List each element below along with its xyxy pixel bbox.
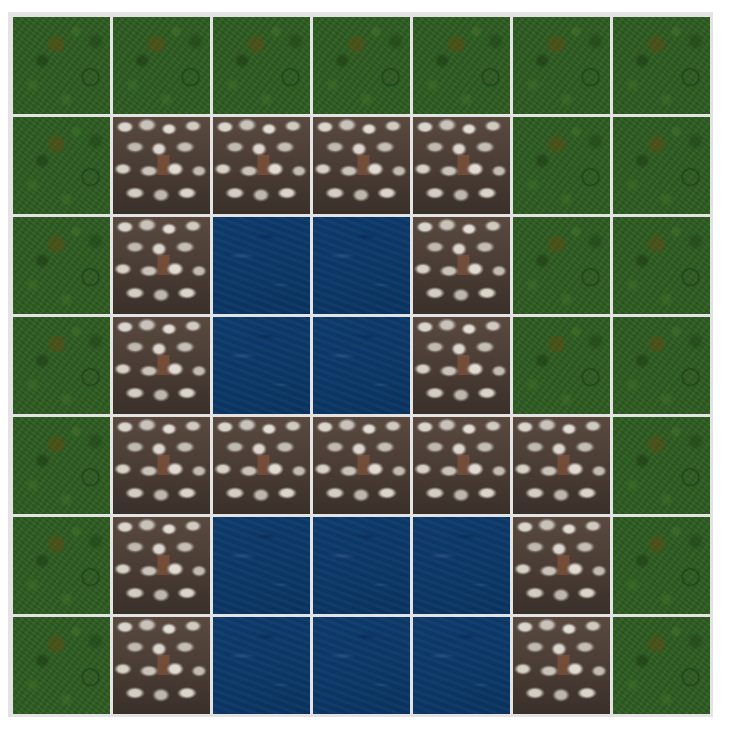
grass-tile[interactable] (13, 617, 110, 714)
stone-tile[interactable] (113, 517, 210, 614)
stone-tile[interactable] (313, 417, 410, 514)
stone-tile[interactable] (413, 117, 510, 214)
grass-tile[interactable] (613, 317, 710, 414)
grass-tile[interactable] (513, 217, 610, 314)
grass-tile[interactable] (513, 17, 610, 114)
stone-tile[interactable] (413, 317, 510, 414)
stone-tile[interactable] (113, 617, 210, 714)
stone-tile[interactable] (113, 317, 210, 414)
stone-tile[interactable] (513, 517, 610, 614)
grass-tile[interactable] (13, 217, 110, 314)
stone-tile[interactable] (413, 217, 510, 314)
grass-tile[interactable] (613, 617, 710, 714)
water-tile[interactable] (413, 517, 510, 614)
game-board (13, 17, 710, 714)
water-tile[interactable] (313, 517, 410, 614)
water-tile[interactable] (213, 517, 310, 614)
stone-tile[interactable] (213, 117, 310, 214)
stone-tile[interactable] (313, 117, 410, 214)
water-tile[interactable] (313, 317, 410, 414)
grass-tile[interactable] (113, 17, 210, 114)
stone-tile[interactable] (513, 417, 610, 514)
stone-tile[interactable] (513, 617, 610, 714)
stone-tile[interactable] (113, 417, 210, 514)
grass-tile[interactable] (613, 417, 710, 514)
grass-tile[interactable] (13, 117, 110, 214)
game-board-frame (8, 12, 713, 717)
grass-tile[interactable] (13, 517, 110, 614)
grass-tile[interactable] (413, 17, 510, 114)
water-tile[interactable] (213, 617, 310, 714)
grass-tile[interactable] (513, 317, 610, 414)
grass-tile[interactable] (613, 17, 710, 114)
stone-tile[interactable] (113, 117, 210, 214)
water-tile[interactable] (413, 617, 510, 714)
water-tile[interactable] (313, 617, 410, 714)
grass-tile[interactable] (613, 217, 710, 314)
water-tile[interactable] (213, 217, 310, 314)
grass-tile[interactable] (613, 517, 710, 614)
grass-tile[interactable] (13, 417, 110, 514)
water-tile[interactable] (313, 217, 410, 314)
grass-tile[interactable] (213, 17, 310, 114)
grass-tile[interactable] (513, 117, 610, 214)
grass-tile[interactable] (13, 17, 110, 114)
stone-tile[interactable] (213, 417, 310, 514)
grass-tile[interactable] (13, 317, 110, 414)
stone-tile[interactable] (413, 417, 510, 514)
grass-tile[interactable] (313, 17, 410, 114)
stone-tile[interactable] (113, 217, 210, 314)
water-tile[interactable] (213, 317, 310, 414)
grass-tile[interactable] (613, 117, 710, 214)
